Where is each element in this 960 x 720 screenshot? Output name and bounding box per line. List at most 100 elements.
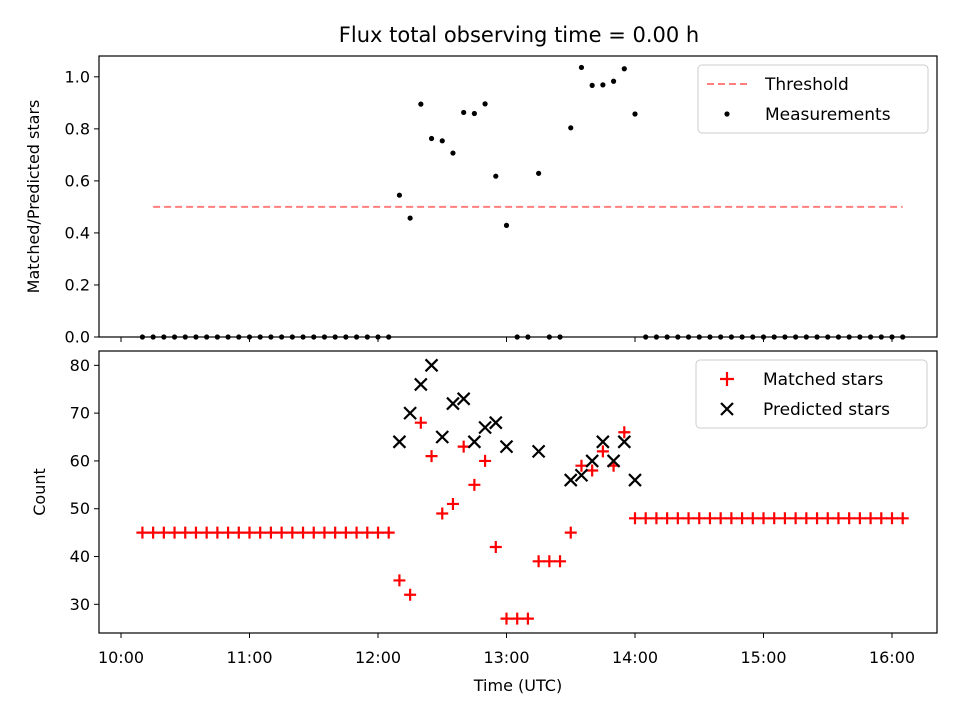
predicted-legend-swatch [720, 402, 734, 416]
predicted-star-marker [617, 435, 632, 449]
predicted-star-marker [628, 473, 642, 487]
count-legend: Matched stars Predicted stars [695, 359, 928, 429]
matched-star-marker [650, 512, 663, 525]
predicted-star-marker [392, 435, 407, 449]
count-y-tick-label: 40 [70, 547, 90, 566]
matched-star-marker [521, 612, 534, 625]
ratio-plot-frame [98, 55, 938, 338]
matched-legend-swatch [720, 372, 734, 386]
predicted-star-marker [435, 430, 450, 444]
matched-star-marker [489, 540, 502, 553]
matched-star-marker [200, 526, 213, 539]
chart-title: Flux total observing time = 0.00 h [339, 23, 699, 47]
measurements-legend-label: Measurements [765, 105, 891, 125]
matched-star-marker [586, 464, 599, 477]
count-y-tick-label: 50 [70, 499, 90, 518]
matched-star-marker [329, 526, 342, 539]
matched-star-marker [554, 555, 567, 568]
matched-star-marker [757, 512, 770, 525]
predicted-star-marker [563, 473, 578, 487]
measurement-point [439, 138, 445, 144]
measurements-legend-swatch [724, 111, 730, 117]
matched-star-marker [618, 426, 631, 439]
measurement-point [396, 192, 403, 198]
ratio-y-tick-label: 0.0 [65, 328, 90, 347]
matched-star-marker [446, 497, 459, 510]
matched-star-marker [361, 526, 374, 539]
predicted-star-marker [489, 415, 503, 430]
matched-star-marker [339, 526, 352, 539]
predicted-legend-label: Predicted stars [763, 400, 890, 420]
predicted-star-marker [446, 396, 460, 411]
matched-star-marker [136, 526, 149, 539]
predicted-star-marker [531, 444, 546, 459]
matched-star-marker [372, 526, 384, 539]
measurement-point [503, 222, 510, 228]
matched-star-marker [350, 526, 363, 539]
matched-star-marker [404, 588, 417, 601]
matched-star-marker [639, 512, 652, 525]
matched-star-marker [382, 526, 395, 539]
matched-star-marker [575, 459, 588, 472]
ratio-y-tick-label: 1.0 [65, 67, 90, 86]
matched-star-marker [875, 512, 888, 525]
measurement-point [407, 215, 413, 221]
count-panel: 30 40 50 60 70 80 10:00 11:00 12:00 13:00 14:00 15… [30, 350, 938, 695]
predicted-star-marker [456, 392, 471, 406]
matched-star-marker [682, 512, 695, 525]
matched-star-marker [886, 512, 898, 525]
threshold-legend-label: Threshold [764, 75, 849, 95]
matched-star-marker [468, 478, 481, 491]
matched-star-marker [414, 416, 427, 429]
matched-star-marker [157, 526, 170, 539]
count-legend-box [695, 359, 928, 429]
matched-star-marker [800, 512, 813, 525]
count-x-axis: 10:00 11:00 12:00 13:00 14:00 15:00 16:00 [98, 633, 915, 667]
measurement-point [418, 101, 424, 107]
ratio-y-axis-label: Matched/Predicted stars [24, 100, 43, 294]
count-x-tick-label: 15:00 [740, 648, 786, 667]
measurement-point [589, 82, 595, 89]
measurements-series [139, 64, 906, 340]
matched-star-marker [179, 526, 192, 539]
predicted-stars-series [392, 358, 642, 487]
matched-star-marker [189, 526, 202, 539]
measurement-point [568, 125, 574, 131]
matched-legend-label: Matched stars [763, 370, 883, 390]
matched-star-marker [168, 526, 181, 539]
predicted-star-marker [499, 439, 514, 454]
count-x-tick-label: 12:00 [355, 648, 401, 667]
matched-star-marker [436, 507, 449, 520]
predicted-star-marker [596, 435, 610, 449]
matched-star-marker [661, 512, 674, 525]
measurement-point [450, 150, 456, 156]
count-x-tick-label: 10:00 [98, 648, 144, 667]
measurement-point [632, 111, 638, 117]
ratio-y-tick-label: 0.2 [65, 275, 90, 294]
measurement-point [621, 66, 627, 72]
count-y-tick-label: 70 [70, 404, 90, 423]
matched-star-marker [811, 512, 824, 525]
predicted-star-marker [403, 406, 417, 420]
predicted-star-marker [424, 358, 439, 373]
matched-star-marker [843, 512, 856, 525]
measurement-point [536, 170, 542, 176]
matched-stars-series [136, 416, 909, 625]
matched-star-marker [147, 526, 160, 539]
matched-star-marker [543, 555, 556, 568]
matched-star-marker [243, 526, 256, 539]
matched-star-marker [853, 512, 866, 525]
measurement-point [578, 64, 585, 71]
matched-star-marker [768, 512, 781, 525]
matched-star-marker [222, 526, 235, 539]
ratio-legend: Threshold Measurements [697, 64, 929, 134]
matched-star-marker [500, 612, 513, 625]
ratio-y-axis: 0.0 0.2 0.4 0.6 0.8 1.0 [65, 67, 99, 347]
matched-star-marker [211, 526, 224, 539]
measurement-point [493, 173, 499, 179]
matched-star-marker [564, 526, 577, 539]
predicted-star-marker [414, 377, 428, 392]
matched-star-marker [286, 526, 299, 539]
matched-star-marker [275, 526, 288, 539]
